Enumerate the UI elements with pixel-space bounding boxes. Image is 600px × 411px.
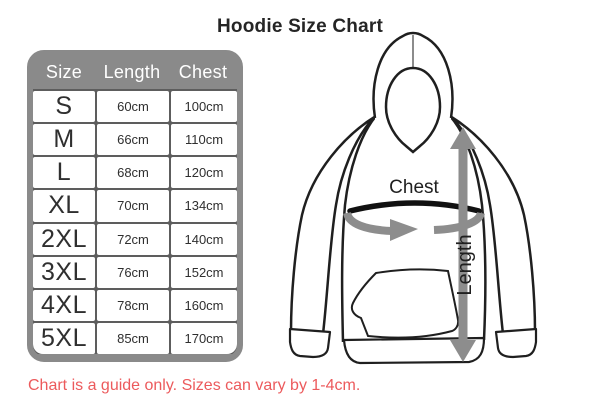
chest-cell: 120cm xyxy=(171,157,237,189)
length-arrow-shaft xyxy=(458,147,468,343)
chest-label: Chest xyxy=(389,177,439,198)
length-cell: 66cm xyxy=(97,124,169,156)
disclaimer-note: Chart is a guide only. Sizes can vary by… xyxy=(28,377,361,394)
length-label: Length xyxy=(454,234,476,295)
size-cell: 2XL xyxy=(33,223,95,255)
chest-cell: 100cm xyxy=(171,91,237,123)
face-opening xyxy=(384,66,442,154)
hoodie-illustration: Chest Length xyxy=(288,31,538,365)
length-cell: 60cm xyxy=(97,91,169,123)
size-table-body: S 60cm 100cm M 66cm 110cm L 68cm 120cm X… xyxy=(33,89,237,354)
page-title: Hoodie Size Chart xyxy=(217,16,383,37)
chest-cell: 160cm xyxy=(171,289,237,321)
chest-wrap-left xyxy=(343,211,393,235)
length-cell: 78cm xyxy=(97,289,169,321)
size-cell: L xyxy=(33,157,95,189)
chest-wrap-arrowhead xyxy=(390,219,418,241)
size-cell: S xyxy=(33,91,95,123)
length-arrow-down-head xyxy=(450,340,476,362)
length-cell: 70cm xyxy=(97,190,169,222)
hoodie-diagram: Chest Length xyxy=(265,26,595,376)
pocket xyxy=(350,268,460,339)
body-left-edge xyxy=(340,115,377,343)
header-chest: Chest xyxy=(178,62,228,82)
length-cell: 76cm xyxy=(97,256,169,288)
size-table-header: Size Length Chest xyxy=(33,56,237,89)
header-length: Length xyxy=(103,62,161,82)
size-cell: M xyxy=(33,124,95,156)
size-cell: 4XL xyxy=(33,289,95,321)
header-size: Size xyxy=(45,62,83,82)
chest-cell: 152cm xyxy=(171,256,237,288)
chest-cell: 134cm xyxy=(171,190,237,222)
length-cell: 68cm xyxy=(97,157,169,189)
left-cuff xyxy=(288,327,332,359)
size-cell: XL xyxy=(33,190,95,222)
size-cell: 3XL xyxy=(33,256,95,288)
right-cuff xyxy=(494,327,538,359)
chest-cell: 170cm xyxy=(171,322,237,354)
hem-band xyxy=(342,336,486,365)
size-cell: 5XL xyxy=(33,322,95,354)
length-cell: 72cm xyxy=(97,223,169,255)
hood-outline xyxy=(372,31,454,119)
length-arrow-up-head xyxy=(450,127,476,149)
chest-cell: 140cm xyxy=(171,223,237,255)
chest-cell: 110cm xyxy=(171,124,237,156)
length-cell: 85cm xyxy=(97,322,169,354)
size-table: Size Length Chest S 60cm 100cm M 66cm 11… xyxy=(27,50,243,362)
